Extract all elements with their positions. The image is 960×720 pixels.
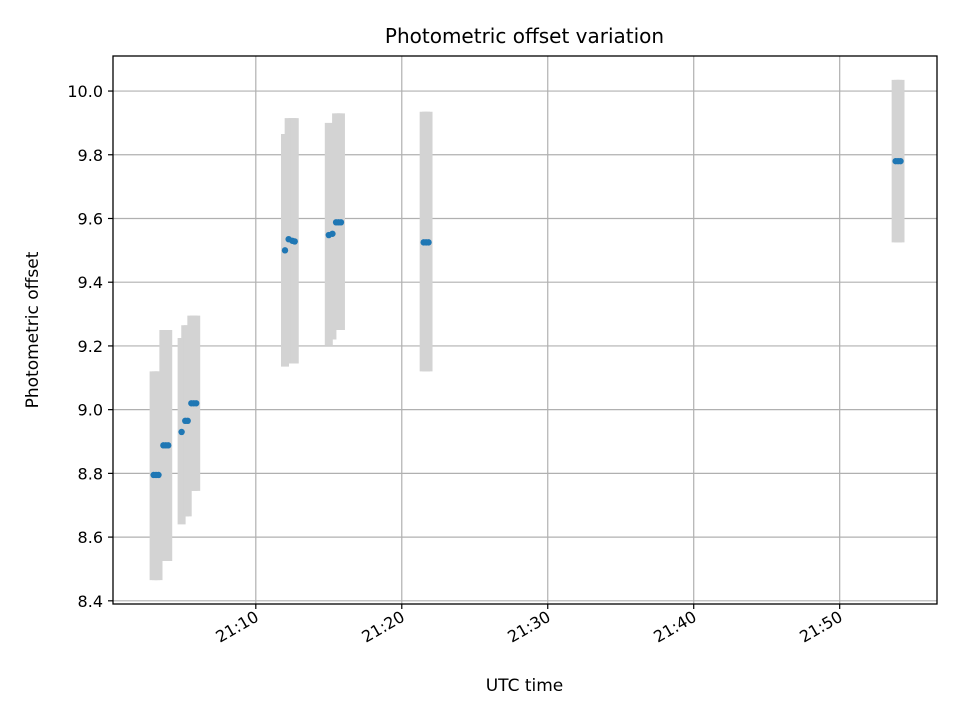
grid-layer <box>113 56 937 604</box>
y-axis-label: Photometric offset <box>23 251 43 408</box>
data-point <box>184 417 191 425</box>
y-tick-label: 10.0 <box>67 82 103 101</box>
data-point <box>281 247 289 254</box>
data-point <box>329 230 336 237</box>
y-tick-label: 9.4 <box>78 273 103 292</box>
plot-frame <box>112 55 938 605</box>
x-axis-label: UTC time <box>486 676 564 696</box>
data-point <box>425 239 432 246</box>
y-tick-label: 9.6 <box>78 209 103 228</box>
data-point <box>155 471 162 479</box>
y-tick-label: 9.2 <box>78 337 103 356</box>
data-point <box>165 442 172 449</box>
data-point <box>193 400 200 407</box>
y-tick-label: 8.8 <box>78 464 103 483</box>
y-tick-label: 8.6 <box>78 528 103 547</box>
data-point-layer <box>150 157 904 479</box>
y-tick-label: 8.4 <box>78 592 103 611</box>
y-tick-label: 9.8 <box>78 146 103 165</box>
data-point <box>337 219 345 226</box>
data-point <box>291 238 298 245</box>
y-tick-label: 9.0 <box>78 401 103 420</box>
data-point <box>897 157 904 165</box>
data-point <box>178 428 185 436</box>
chart-title: Photometric offset variation <box>385 24 664 48</box>
